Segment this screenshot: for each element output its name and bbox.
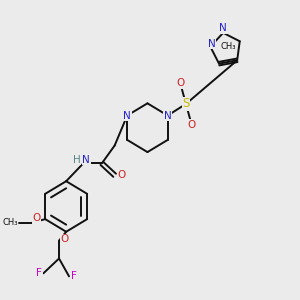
Text: O: O [176,78,184,88]
Text: N: N [219,23,227,33]
Text: O: O [118,170,126,180]
Text: N: N [123,110,131,121]
Text: F: F [36,268,42,278]
Text: O: O [188,120,196,130]
Text: F: F [71,271,77,281]
Text: O: O [60,234,68,244]
Text: N: N [164,110,172,121]
Text: H: H [73,155,81,165]
Text: S: S [182,98,190,110]
Text: N: N [82,155,90,165]
Text: O: O [32,213,40,224]
Text: CH₃: CH₃ [2,218,18,227]
Text: N: N [208,39,216,49]
Text: CH₃: CH₃ [220,42,236,51]
